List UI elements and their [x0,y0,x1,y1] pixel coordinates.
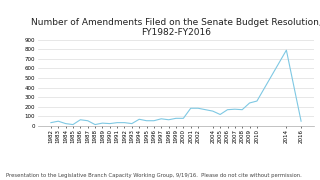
Title: Number of Amendments Filed on the Senate Budget Resolution,
FY1982-FY2016: Number of Amendments Filed on the Senate… [31,18,320,37]
Text: Presentation to the Legislative Branch Capacity Working Group, 9/19/16.  Please : Presentation to the Legislative Branch C… [6,173,302,178]
